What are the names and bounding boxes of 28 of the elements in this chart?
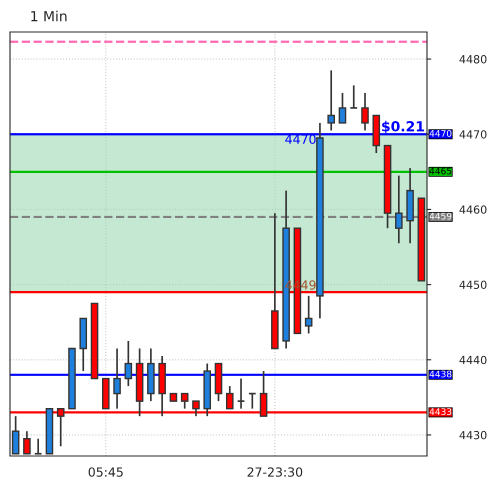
candlestick [180,392,188,410]
y-tick-label: 4480 [459,55,486,64]
y-tick-label: 4470 [459,130,486,139]
candlestick [350,84,358,109]
y-tick-label: 4450 [459,280,486,289]
annotation: $0.21 [382,120,424,134]
ref-line-label: 4433 [430,408,452,416]
candlestick [226,385,234,410]
ref-line-label: 4438 [430,370,452,378]
y-tick-label: 4430 [459,430,486,440]
y-tick-label: 4460 [459,205,486,214]
x-tick-label: 27-23:30 [248,467,302,477]
candlestick [236,378,246,410]
candlestick [113,348,121,410]
candlestick [395,174,403,244]
ref-line-label: 4470 [430,130,452,137]
candlestick [304,295,312,334]
candlestick [361,92,369,132]
candlestick [12,415,20,455]
ref-line-label: 4465 [430,168,452,174]
candlestick [327,70,335,132]
candlestick [124,340,132,387]
candlestick [338,92,346,124]
ref-line-label: 4459 [430,212,452,220]
candlestick [23,430,31,455]
x-tick-label: 05:45 [88,467,123,477]
chart-title: 1 Min [31,10,66,22]
y-tick-label: 4440 [459,356,486,364]
